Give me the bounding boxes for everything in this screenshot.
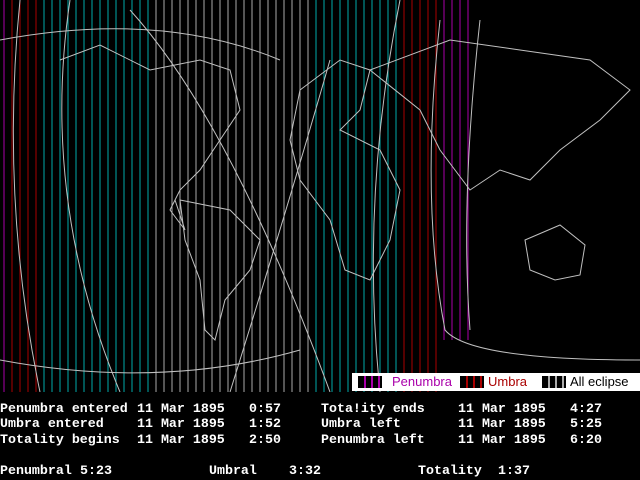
penumbra-entered-date: 11 Mar 1895 bbox=[137, 401, 225, 416]
boundary-curve bbox=[0, 28, 281, 61]
legend-label-all-visible: All eclipse visible bbox=[570, 374, 629, 404]
penumbral-duration-label: Penumbral bbox=[0, 463, 72, 478]
umbra-entered-label: Umbra entered bbox=[0, 416, 104, 431]
penumbra-left-label: Penumbra left bbox=[321, 432, 425, 447]
north-america-coast bbox=[59, 44, 241, 231]
legend-swatch-all-visible bbox=[542, 376, 566, 388]
umbra-left-date: 11 Mar 1895 bbox=[458, 416, 546, 431]
umbral-duration-label: Umbral bbox=[209, 463, 257, 478]
penumbra-entered-label: Penumbra entered bbox=[0, 401, 128, 416]
totality-begins-time: 2:50 bbox=[249, 432, 281, 447]
boundary-curve bbox=[372, 0, 401, 392]
umbra-entered-time: 1:52 bbox=[249, 416, 281, 431]
penumbral-duration-value: 5:23 bbox=[80, 463, 112, 478]
legend-swatch-penumbra bbox=[358, 376, 382, 388]
umbra-left-label: Umbra left bbox=[321, 416, 401, 431]
totality-duration-label: Totality bbox=[418, 463, 482, 478]
boundary-curve bbox=[466, 19, 481, 331]
boundary-curve bbox=[430, 19, 640, 361]
legend-swatch-umbra bbox=[460, 376, 484, 388]
penumbra-left-date: 11 Mar 1895 bbox=[458, 432, 546, 447]
totality-ends-date: 11 Mar 1895 bbox=[458, 401, 546, 416]
boundary-curve bbox=[0, 349, 301, 374]
australia-coast bbox=[524, 224, 586, 281]
south-america-coast bbox=[179, 199, 261, 341]
totality-begins-label: Totality begins bbox=[0, 432, 120, 447]
totality-duration-value: 1:37 bbox=[498, 463, 530, 478]
legend-label-penumbra: Penumbra bbox=[392, 374, 452, 389]
totality-ends-label: Tota!ity ends bbox=[321, 401, 425, 416]
penumbra-left-time: 6:20 bbox=[570, 432, 602, 447]
umbra-left-time: 5:25 bbox=[570, 416, 602, 431]
umbra-entered-date: 11 Mar 1895 bbox=[137, 416, 225, 431]
totality-ends-time: 4:27 bbox=[570, 401, 602, 416]
boundary-curves bbox=[0, 0, 640, 392]
legend-label-umbra: Umbra bbox=[488, 374, 528, 389]
boundary-curve bbox=[61, 0, 121, 392]
eclipse-visibility-map bbox=[0, 0, 640, 392]
legend: Penumbra Umbra All eclipse visible bbox=[352, 373, 640, 404]
boundary-curve bbox=[129, 9, 331, 392]
europe-africa-coast bbox=[289, 59, 401, 281]
penumbra-entered-time: 0:57 bbox=[249, 401, 281, 416]
umbral-duration-value: 3:32 bbox=[289, 463, 321, 478]
boundary-curve bbox=[12, 0, 41, 392]
boundary-curve bbox=[229, 59, 331, 392]
totality-begins-date: 11 Mar 1895 bbox=[137, 432, 225, 447]
asia-coast bbox=[369, 39, 631, 191]
coastlines bbox=[59, 39, 631, 341]
